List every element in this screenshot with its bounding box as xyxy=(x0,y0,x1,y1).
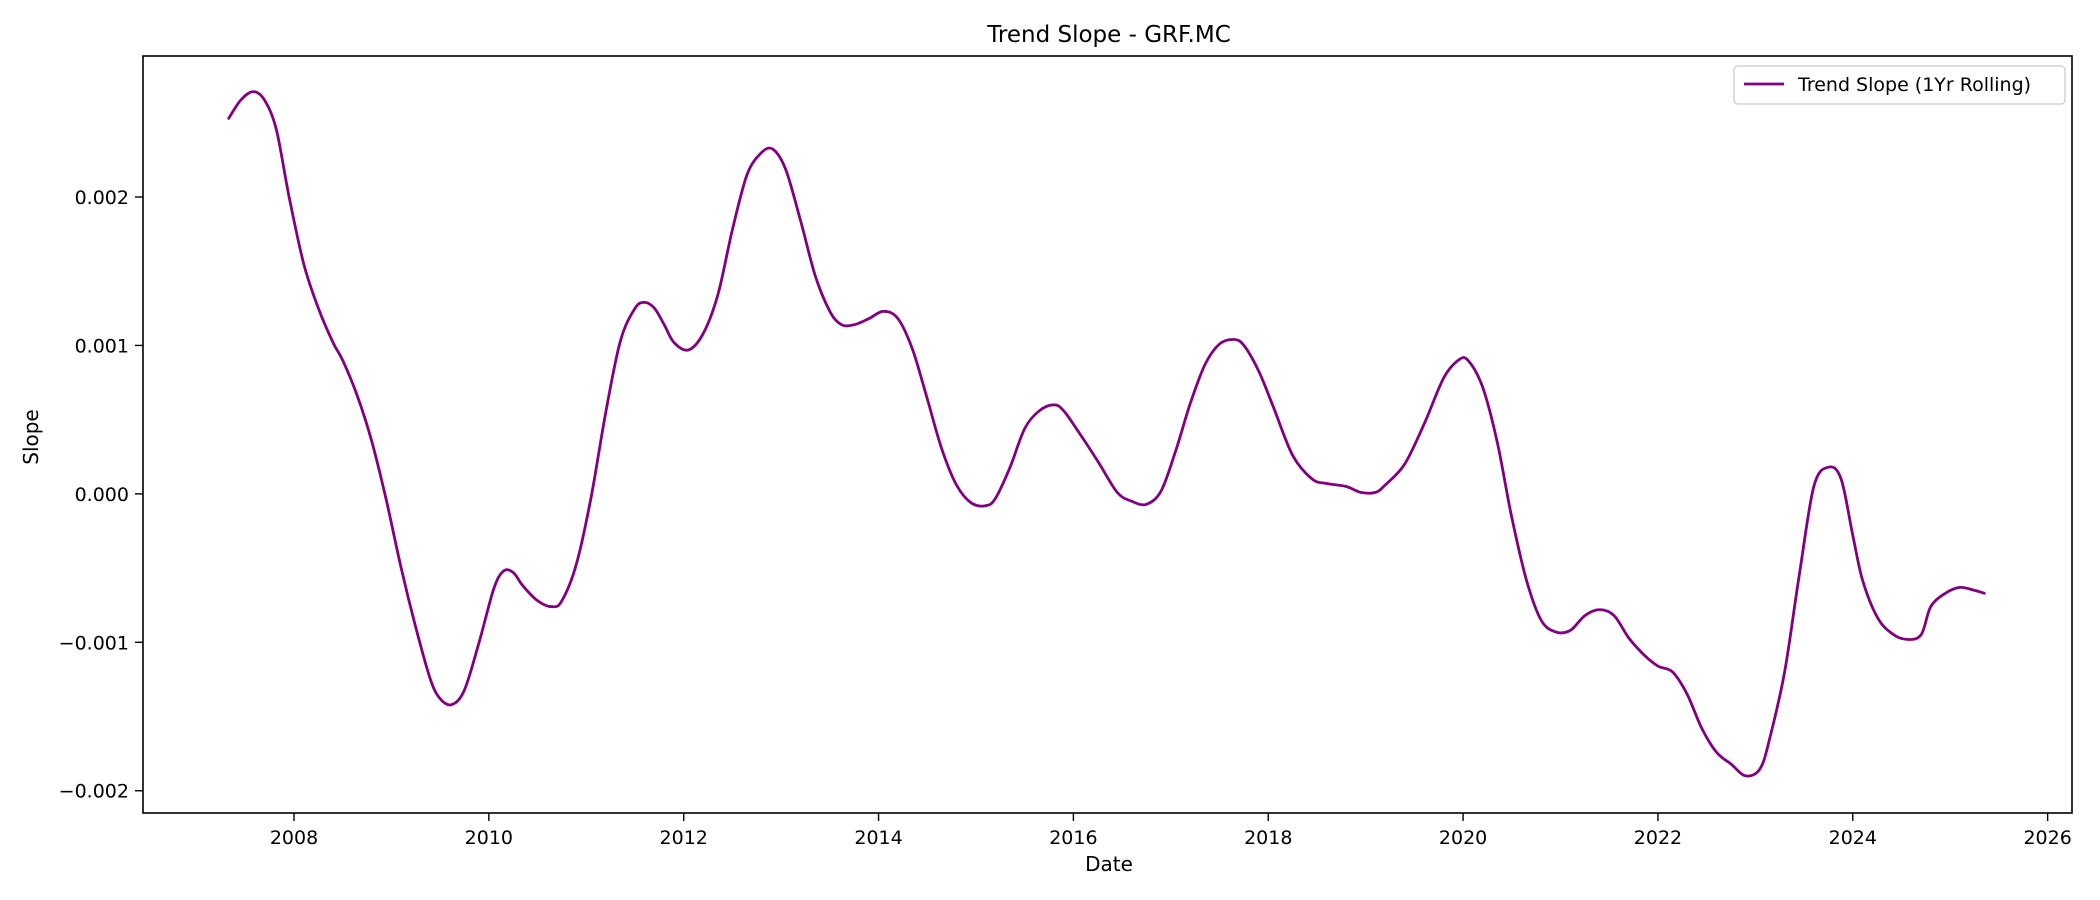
x-tick-label: 2020 xyxy=(1439,827,1487,849)
y-tick-label: 0.001 xyxy=(75,335,129,357)
chart-title: Trend Slope - GRF.MC xyxy=(986,22,1231,48)
x-tick-label: 2022 xyxy=(1634,827,1682,849)
x-axis: 2008 2010 2012 2014 2016 2018 2020 2022 2024 2026 xyxy=(270,813,2072,849)
x-tick-label: 2012 xyxy=(660,827,708,849)
x-tick-label: 2014 xyxy=(854,827,902,849)
x-tick-label: 2024 xyxy=(1829,827,1877,849)
y-tick-label: −0.002 xyxy=(59,781,129,803)
x-tick-label: 2016 xyxy=(1049,827,1097,849)
y-tick-label: 0.000 xyxy=(75,484,129,506)
plot-area: 2008 2010 2012 2014 2016 2018 2020 2022 2024 2026… xyxy=(59,55,2073,849)
y-tick-label: −0.001 xyxy=(59,632,129,654)
y-axis: −0.002 −0.001 0.000 0.001 0.002 xyxy=(59,187,143,803)
legend: Trend Slope (1Yr Rolling) xyxy=(1733,65,2066,105)
x-tick-label: 2008 xyxy=(270,827,318,849)
series-line-trend-slope xyxy=(227,90,1986,778)
y-tick-label: 0.002 xyxy=(75,187,129,209)
x-tick-label: 2010 xyxy=(465,827,513,849)
y-axis-label: Slope xyxy=(19,409,43,465)
legend-box xyxy=(1733,65,2066,105)
x-tick-label: 2018 xyxy=(1244,827,1292,849)
x-tick-label: 2026 xyxy=(2023,827,2071,849)
legend-entry-trend-slope: Trend Slope (1Yr Rolling) xyxy=(1797,74,2031,96)
series-layer xyxy=(227,90,1986,778)
plot-frame xyxy=(142,55,2073,814)
x-axis-label: Date xyxy=(1085,852,1133,876)
